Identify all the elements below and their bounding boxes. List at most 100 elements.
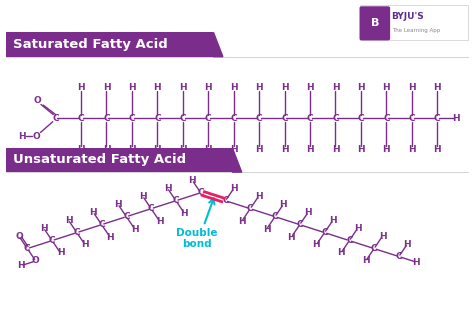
Text: C: C (222, 196, 229, 205)
Text: C: C (307, 114, 313, 123)
Text: H: H (383, 83, 390, 92)
Text: H: H (255, 83, 263, 92)
Text: C: C (296, 220, 303, 229)
Text: C: C (128, 114, 135, 123)
Text: H: H (230, 184, 237, 193)
Text: C: C (123, 212, 130, 221)
Polygon shape (232, 148, 242, 172)
Text: H: H (288, 233, 295, 241)
FancyBboxPatch shape (359, 6, 390, 40)
Text: C: C (197, 188, 204, 197)
Text: H: H (306, 145, 314, 154)
Text: H: H (189, 176, 196, 185)
Text: O: O (15, 232, 23, 241)
Text: H: H (82, 240, 89, 250)
Text: H: H (280, 200, 287, 209)
Text: O: O (32, 256, 39, 265)
Text: H: H (204, 145, 212, 154)
Text: H: H (77, 83, 85, 92)
Text: H: H (312, 240, 320, 250)
Text: H: H (354, 224, 362, 233)
Text: C: C (205, 114, 211, 123)
Text: H: H (362, 256, 370, 265)
Text: H: H (412, 257, 420, 267)
Text: H: H (179, 83, 187, 92)
Text: C: C (256, 114, 263, 123)
Text: H: H (379, 232, 386, 241)
Text: C: C (230, 114, 237, 123)
Text: Unsaturated Fatty Acid: Unsaturated Fatty Acid (13, 154, 186, 166)
Text: O: O (34, 96, 42, 105)
Text: H: H (40, 224, 47, 233)
Text: H: H (77, 145, 85, 154)
FancyBboxPatch shape (359, 5, 468, 40)
Text: H: H (408, 83, 416, 92)
Text: C: C (154, 114, 161, 123)
FancyBboxPatch shape (6, 32, 213, 57)
Text: H: H (103, 83, 110, 92)
Text: H: H (103, 145, 110, 154)
Text: C: C (98, 220, 105, 229)
Text: H: H (154, 145, 161, 154)
Text: C: C (24, 244, 31, 253)
Text: H: H (357, 83, 365, 92)
Text: C: C (321, 228, 328, 237)
Text: H: H (128, 145, 136, 154)
Text: C: C (371, 244, 377, 253)
Text: H: H (17, 261, 25, 270)
Text: BYJU'S: BYJU'S (392, 12, 424, 22)
Text: H: H (179, 145, 187, 154)
Text: C: C (52, 114, 59, 123)
Text: H: H (204, 83, 212, 92)
Text: H: H (332, 83, 339, 92)
Text: H: H (128, 83, 136, 92)
Text: H: H (306, 83, 314, 92)
Polygon shape (213, 32, 223, 57)
Text: H: H (255, 145, 263, 154)
Text: H: H (131, 225, 138, 234)
Text: H: H (281, 145, 288, 154)
Text: C: C (78, 114, 84, 123)
Text: H: H (230, 83, 237, 92)
Text: H: H (56, 249, 64, 257)
Text: H: H (255, 192, 263, 201)
Text: H: H (64, 216, 73, 225)
Text: H: H (403, 240, 411, 249)
Text: H: H (329, 216, 337, 225)
Text: C: C (383, 114, 390, 123)
Text: H: H (181, 209, 188, 217)
Text: H: H (154, 83, 161, 92)
Text: C: C (434, 114, 440, 123)
Text: H: H (164, 184, 172, 193)
Text: H: H (90, 208, 97, 217)
Text: C: C (103, 114, 110, 123)
Text: C: C (395, 252, 402, 261)
Text: C: C (173, 196, 179, 205)
Text: H: H (114, 200, 122, 209)
Text: C: C (357, 114, 364, 123)
Text: H: H (18, 132, 26, 141)
Text: C: C (281, 114, 288, 123)
Text: H: H (155, 216, 164, 226)
Text: Double
bond: Double bond (176, 228, 218, 249)
Text: H: H (304, 208, 312, 217)
Text: H: H (433, 145, 441, 154)
Text: H: H (230, 145, 237, 154)
Text: H: H (357, 145, 365, 154)
Text: C: C (148, 204, 155, 213)
Text: C: C (332, 114, 339, 123)
Text: O: O (33, 132, 41, 141)
Text: C: C (73, 228, 80, 237)
Text: B: B (371, 18, 379, 28)
Text: H: H (139, 192, 146, 201)
Text: C: C (49, 236, 55, 245)
FancyBboxPatch shape (6, 148, 232, 172)
Text: The Learning App: The Learning App (392, 28, 440, 33)
Text: H: H (337, 249, 345, 257)
Text: C: C (180, 114, 186, 123)
Text: H: H (408, 145, 416, 154)
Text: C: C (409, 114, 415, 123)
Text: H: H (453, 114, 460, 123)
Text: Saturated Fatty Acid: Saturated Fatty Acid (13, 38, 168, 51)
Text: H: H (433, 83, 441, 92)
